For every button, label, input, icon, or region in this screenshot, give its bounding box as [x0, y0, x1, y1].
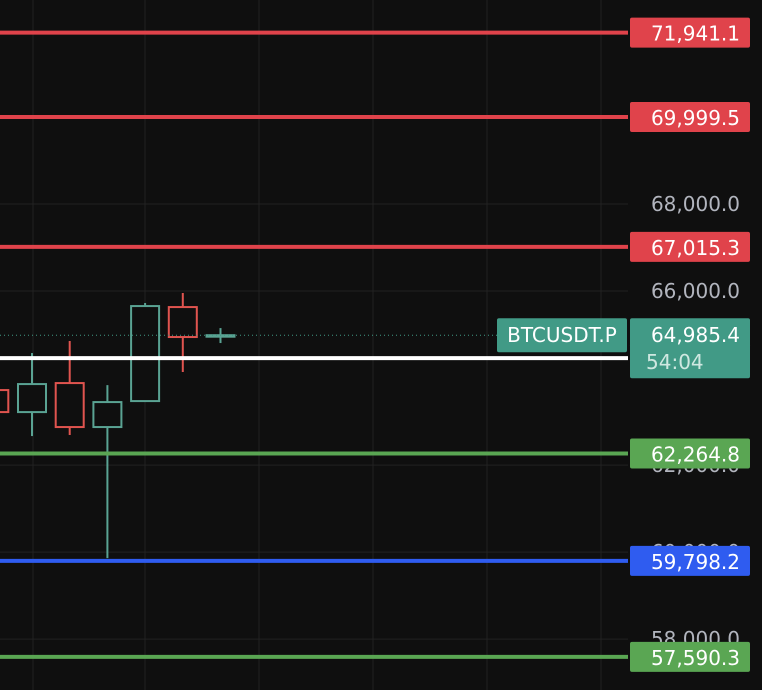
y-tick-label: 68,000.0	[651, 192, 740, 216]
level-label-box	[630, 545, 750, 576]
level-label-box	[630, 102, 750, 133]
level-label-box	[630, 17, 750, 48]
level-label: 57,590.3	[651, 646, 740, 670]
candle-body	[167, 306, 198, 339]
level-label: 67,015.3	[651, 236, 740, 260]
countdown: 54:04	[646, 350, 704, 374]
last-price-box	[630, 318, 750, 379]
symbol-label: BTCUSDT.P	[507, 323, 617, 347]
symbol-box	[497, 318, 627, 353]
last-price-label: 64,985.4	[651, 323, 740, 347]
level-label-box	[630, 231, 750, 262]
candle-body	[17, 383, 47, 414]
level-label-box	[630, 438, 750, 469]
level-label: 69,999.5	[651, 106, 740, 130]
candle-body	[92, 401, 123, 429]
candle-body	[0, 389, 10, 414]
candle-body	[130, 305, 161, 403]
level-label: 59,798.2	[651, 550, 740, 574]
y-tick-label: 66,000.0	[651, 279, 740, 303]
level-label: 62,264.8	[651, 443, 740, 467]
level-label: 71,941.1	[651, 22, 740, 46]
candle-body	[54, 382, 85, 429]
level-label-box	[630, 641, 750, 672]
